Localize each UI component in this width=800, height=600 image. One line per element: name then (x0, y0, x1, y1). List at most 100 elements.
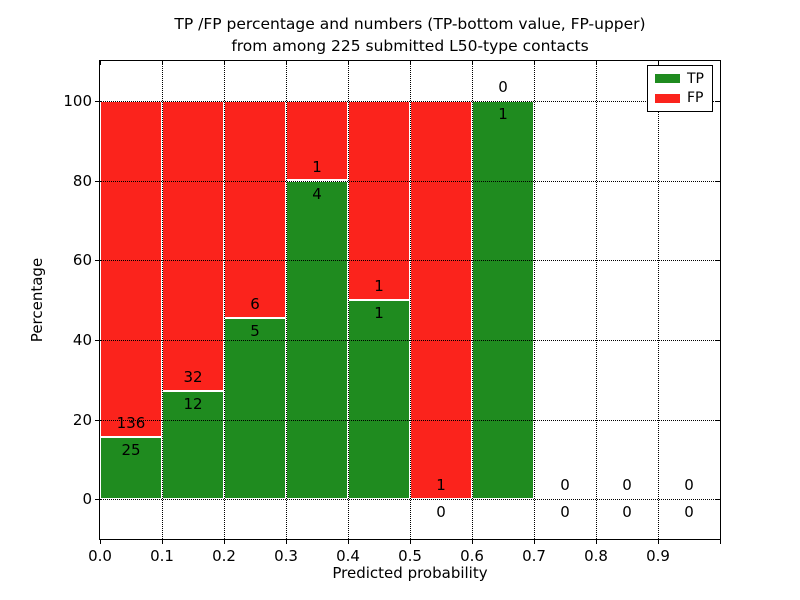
bar-tp-segment-0.6-0.7 (472, 100, 534, 500)
gridline-x-0.7 (534, 61, 535, 539)
y-tick-label-20: 20 (72, 410, 92, 429)
fp-count-label-0.6-0.7: 0 (498, 77, 508, 96)
y-tick-label-80: 80 (72, 171, 92, 190)
y-tick-label-100: 100 (63, 91, 92, 110)
tp-count-label-0.3-0.4: 4 (312, 184, 322, 203)
bar-tp-segment-0-0.1 (100, 437, 162, 500)
y-tick-mark-right-100 (716, 100, 720, 102)
fp-count-label-0.1-0.2: 32 (183, 367, 203, 386)
chart-title-line1: TP /FP percentage and numbers (TP-bottom… (174, 15, 646, 33)
y-tick-mark-left-0 (95, 499, 99, 501)
x-tick-label-0.3: 0.3 (274, 547, 298, 565)
tp-count-label-0.1-0.2: 12 (183, 394, 203, 413)
x-tick-mark-top-0.9 (658, 61, 659, 65)
bar-fp-segment-0.2-0.3 (224, 100, 286, 319)
tp-color-swatch (655, 74, 680, 84)
y-tick-mark-right-0 (716, 499, 720, 501)
y-tick-mark-left-100 (95, 100, 99, 102)
x-tick-mark-bottom-0.2 (224, 540, 225, 544)
y-tick-mark-left-60 (95, 260, 99, 262)
x-axis-label: Predicted probability (332, 564, 488, 582)
bar-fp-segment-0.1-0.2 (162, 100, 224, 391)
x-tick-mark-bottom-0.3 (286, 540, 287, 544)
tp-count-label-0.5-0.6: 0 (436, 503, 446, 522)
gridline-x-0.1 (162, 61, 163, 539)
x-tick-label-0.1: 0.1 (150, 547, 174, 565)
x-tick-label-0.5: 0.5 (398, 547, 422, 565)
tp-count-label-0.2-0.3: 5 (250, 322, 260, 341)
gridline-x-0.5 (410, 61, 411, 539)
x-tick-mark-top-0.1 (162, 61, 163, 65)
tp-count-label-0.4-0.5: 1 (374, 304, 384, 322)
x-tick-label-0.7: 0.7 (522, 547, 546, 565)
x-tick-mark-top-0.3 (286, 61, 287, 65)
bar-fp-segment-0-0.1 (100, 100, 162, 438)
x-tick-mark-top-1 (720, 61, 721, 65)
x-tick-mark-top-0 (100, 61, 101, 65)
fp-color-swatch (655, 93, 680, 103)
fp-count-label-0-0.1: 136 (116, 414, 146, 433)
tp-count-label-0.9-1: 0 (684, 503, 694, 522)
y-tick-mark-left-20 (95, 419, 99, 421)
y-axis-label: Percentage (28, 257, 46, 343)
legend-item-tp: TP (655, 72, 712, 86)
x-tick-mark-bottom-0.9 (658, 540, 659, 544)
fp-count-label-0.4-0.5: 1 (374, 277, 384, 295)
x-tick-mark-top-0.5 (410, 61, 411, 65)
x-tick-mark-top-0.2 (224, 61, 225, 65)
x-tick-label-0.8: 0.8 (584, 547, 608, 565)
x-tick-mark-bottom-0.1 (162, 540, 163, 544)
bar-tp-segment-0.4-0.5 (348, 300, 410, 500)
x-tick-mark-bottom-0.4 (348, 540, 349, 544)
gridline-x-0.9 (658, 61, 659, 539)
y-tick-mark-left-40 (95, 339, 99, 341)
fp-count-label-0.3-0.4: 1 (312, 157, 322, 176)
x-tick-mark-top-0.4 (348, 61, 349, 65)
x-tick-label-0.4: 0.4 (336, 547, 360, 565)
y-tick-mark-right-20 (716, 419, 720, 421)
gridline-x-0.4 (348, 61, 349, 539)
legend-label-fp: FP (687, 90, 704, 107)
legend: TP FP (647, 65, 713, 112)
x-tick-mark-bottom-0.5 (410, 540, 411, 544)
y-tick-mark-right-60 (716, 260, 720, 262)
gridline-x-0.8 (596, 61, 597, 539)
x-tick-mark-bottom-0 (100, 540, 101, 544)
y-tick-mark-left-80 (95, 180, 99, 182)
y-tick-mark-right-80 (716, 180, 720, 182)
fp-count-label-0.9-1: 0 (684, 476, 694, 495)
x-tick-label-0.9: 0.9 (646, 547, 670, 565)
bar-fp-segment-0.4-0.5 (348, 100, 410, 300)
fp-count-label-0.7-0.8: 0 (560, 476, 570, 495)
fp-count-label-0.2-0.3: 6 (250, 295, 260, 314)
tp-count-label-0-0.1: 25 (121, 441, 141, 460)
fp-count-label-0.8-0.9: 0 (622, 476, 632, 495)
x-tick-mark-top-0.8 (596, 61, 597, 65)
chart-title: TP /FP percentage and numbers (TP-bottom… (100, 13, 720, 57)
y-tick-label-60: 60 (72, 251, 92, 270)
gridline-x-0.6 (472, 61, 473, 539)
x-tick-mark-bottom-1 (720, 540, 721, 544)
fp-count-label-0.5-0.6: 1 (436, 476, 446, 495)
bar-tp-segment-0.2-0.3 (224, 318, 286, 500)
gridline-x-0.3 (286, 61, 287, 539)
bar-fp-segment-0.5-0.6 (410, 100, 472, 500)
tp-count-label-0.7-0.8: 0 (560, 503, 570, 522)
legend-label-tp: TP (687, 70, 704, 87)
x-tick-label-0.2: 0.2 (212, 547, 236, 565)
x-tick-mark-bottom-0.7 (534, 540, 535, 544)
gridline-x-0.2 (224, 61, 225, 539)
x-tick-label-0.0: 0.0 (88, 547, 112, 565)
x-tick-mark-bottom-0.6 (472, 540, 473, 544)
tp-count-label-0.8-0.9: 0 (622, 503, 632, 522)
legend-item-fp: FP (655, 91, 712, 105)
chart-title-line2: from among 225 submitted L50-type contac… (231, 37, 589, 55)
x-tick-mark-top-0.7 (534, 61, 535, 65)
tp-count-label-0.6-0.7: 1 (498, 104, 508, 123)
x-tick-mark-bottom-0.8 (596, 540, 597, 544)
y-tick-label-40: 40 (72, 330, 92, 349)
x-tick-mark-top-0.6 (472, 61, 473, 65)
y-tick-mark-right-40 (716, 339, 720, 341)
x-tick-label-0.6: 0.6 (460, 547, 484, 565)
